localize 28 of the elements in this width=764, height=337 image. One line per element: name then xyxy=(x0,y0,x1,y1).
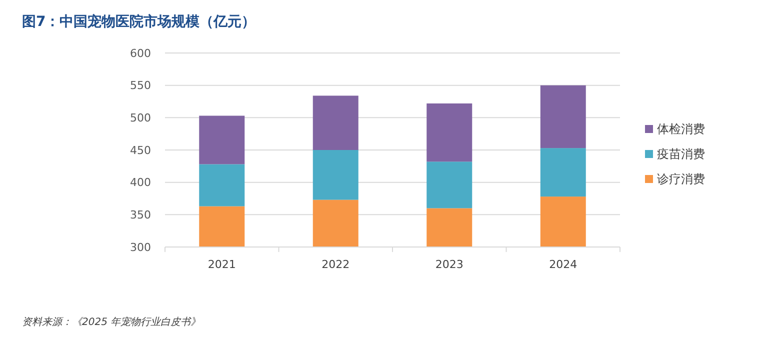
bar xyxy=(312,96,358,150)
legend-label: 疫苗消费 xyxy=(657,147,705,162)
y-tick-label: 550 xyxy=(130,79,151,92)
bar xyxy=(199,206,245,247)
y-tick-label: 400 xyxy=(130,176,151,190)
legend-label: 体检消费 xyxy=(657,122,705,136)
legend-label: 诊疗消费 xyxy=(657,172,705,186)
x-tick-label: 2021 xyxy=(208,258,236,271)
text: 资料来源：《2025 年宠物行业白皮书》 xyxy=(22,316,201,328)
y-tick-label: 500 xyxy=(130,112,151,125)
bar xyxy=(426,103,472,162)
y-tick-label: 300 xyxy=(130,240,151,254)
x-tick-label: 2024 xyxy=(549,258,578,271)
x-tick-label: 2022 xyxy=(322,258,350,271)
y-tick-label: 600 xyxy=(130,46,151,60)
bar xyxy=(426,208,472,247)
bar xyxy=(312,200,358,247)
y-tick-label: 450 xyxy=(130,144,151,157)
bar xyxy=(199,164,245,206)
bar xyxy=(540,196,586,247)
chart-title: 图7：中国宠物医院市场规模（亿元） xyxy=(22,13,256,30)
x-tick-label: 2023 xyxy=(435,258,464,271)
y-tick-label: 350 xyxy=(130,208,151,222)
bar xyxy=(312,150,358,200)
bar xyxy=(426,162,472,208)
bar xyxy=(199,116,245,164)
bar xyxy=(540,148,586,197)
bar xyxy=(540,85,586,148)
